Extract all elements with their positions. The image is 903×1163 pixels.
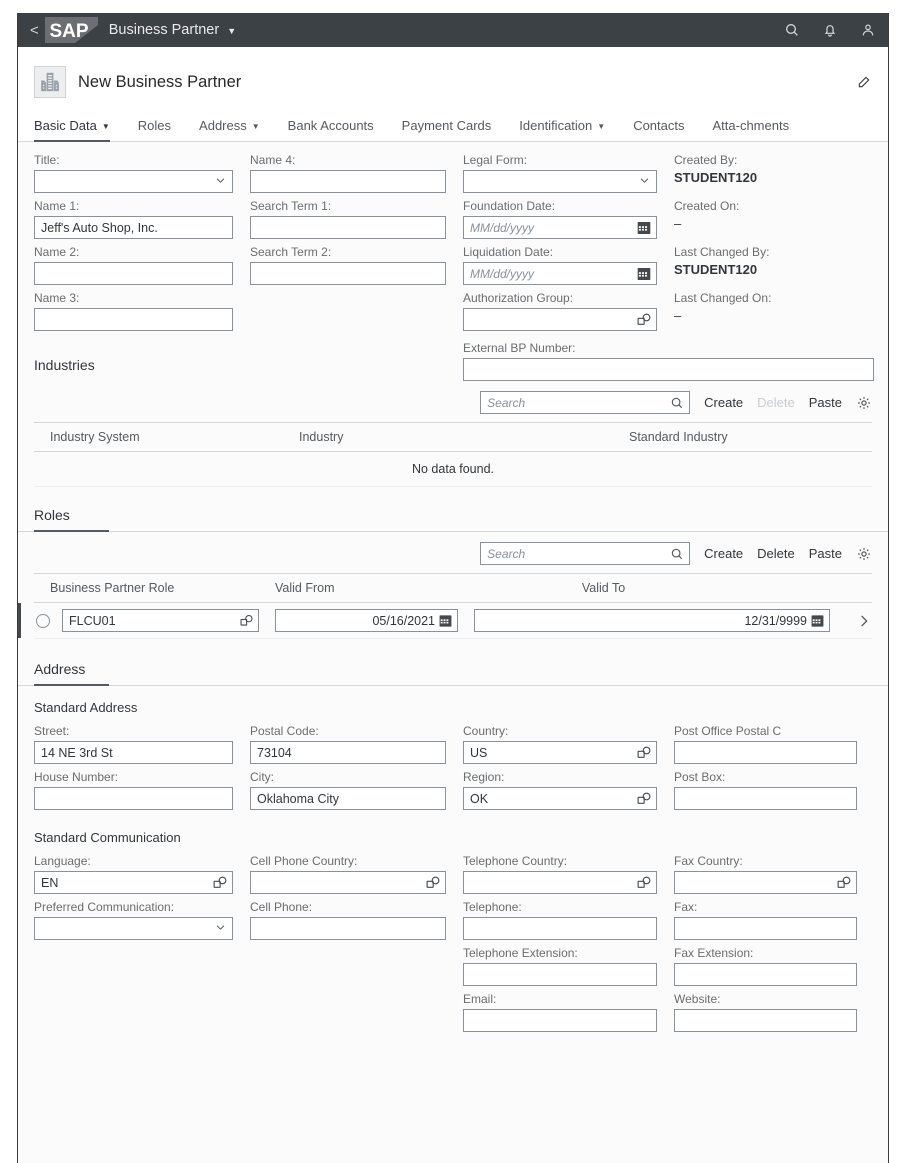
svg-text:SAP: SAP: [49, 21, 88, 42]
